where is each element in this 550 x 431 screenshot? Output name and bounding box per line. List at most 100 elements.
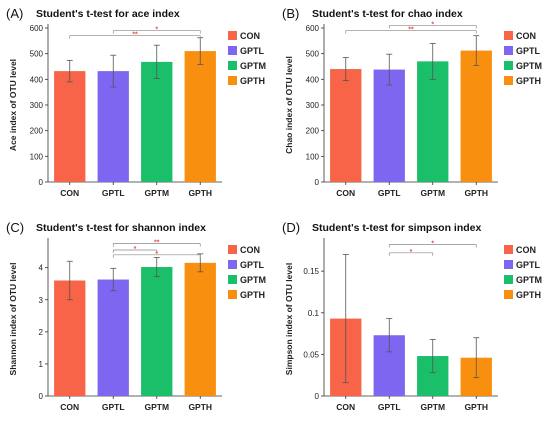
panel-label: (D) xyxy=(282,220,300,235)
legend-swatch-gpth xyxy=(504,290,513,299)
legend-label: CON xyxy=(240,245,260,255)
significance-bracket: * xyxy=(388,249,434,256)
y-axis-label: Chao index of OTU level xyxy=(284,56,294,154)
x-tick-label: GPTH xyxy=(464,188,488,198)
panel-label: (A) xyxy=(6,6,23,21)
significance-label: * xyxy=(410,249,413,256)
bar-gpth xyxy=(184,262,216,396)
bar-gptm xyxy=(141,61,173,182)
y-tick-label: 0.15 xyxy=(303,267,319,276)
significance-label: ** xyxy=(154,240,160,247)
chart-panel-3: (D) Student's t-test for simpson index Sim… xyxy=(282,220,542,412)
significance-bracket: ** xyxy=(345,27,477,34)
legend-swatch-con xyxy=(504,245,513,254)
y-tick-label: 600 xyxy=(306,24,320,33)
x-tick-label: GPTL xyxy=(102,402,125,412)
legend-label: CON xyxy=(240,31,260,41)
legend-label: GPTL xyxy=(516,46,541,56)
bar-gptm xyxy=(141,267,173,396)
legend-swatch-con xyxy=(228,245,237,254)
y-tick-label: 0 xyxy=(315,178,320,187)
x-tick-label: GPTH xyxy=(464,402,488,412)
x-tick-label: GPTL xyxy=(102,188,125,198)
legend-label: GPTL xyxy=(516,260,541,270)
y-tick-label: 200 xyxy=(30,127,44,136)
x-tick-label: GPTM xyxy=(420,188,445,198)
significance-bracket: * xyxy=(388,240,477,247)
legend-label: GPTM xyxy=(240,275,266,285)
bar-gpth xyxy=(460,50,492,182)
significance-bracket: ** xyxy=(69,32,201,39)
x-tick-label: GPTL xyxy=(378,188,401,198)
legend-swatch-gptl xyxy=(228,46,237,55)
legend-label: GPTH xyxy=(240,76,265,86)
x-tick-label: GPTM xyxy=(144,188,169,198)
bar-gptl xyxy=(97,279,129,396)
y-tick-label: 300 xyxy=(306,101,320,110)
y-tick-label: 100 xyxy=(30,152,44,161)
chart-title: Student's t-test for ace index xyxy=(36,8,180,20)
chart-panel-2: (C) Student's t-test for shannon index Sha… xyxy=(6,220,266,412)
chart-panel-0: (A) Student's t-test for ace index Ace ind… xyxy=(6,6,266,198)
x-tick-label: GPTM xyxy=(144,402,169,412)
legend-swatch-gptm xyxy=(504,61,513,70)
legend-label: GPTH xyxy=(240,290,265,300)
y-tick-label: 4 xyxy=(39,264,44,273)
significance-label: * xyxy=(431,21,434,28)
legend-label: GPTM xyxy=(240,61,266,71)
legend-swatch-gptm xyxy=(228,275,237,284)
y-tick-label: 0 xyxy=(315,392,320,401)
y-axis-label: Ace index of OTU level xyxy=(8,59,18,151)
legend-swatch-gptm xyxy=(228,61,237,70)
y-axis-label: Shannon index of OTU level xyxy=(8,263,18,376)
legend-swatch-gptl xyxy=(504,46,513,55)
bar-con xyxy=(54,71,86,182)
y-tick-label: 200 xyxy=(306,127,320,136)
y-tick-label: 400 xyxy=(30,75,44,84)
panel-label: (C) xyxy=(6,220,24,235)
x-tick-label: CON xyxy=(336,402,355,412)
y-tick-label: 2 xyxy=(39,328,44,337)
legend-label: CON xyxy=(516,245,536,255)
x-tick-label: GPTH xyxy=(188,402,212,412)
significance-bracket: * xyxy=(112,27,201,34)
y-axis-label: Simpson index of OTU level xyxy=(284,263,294,375)
y-tick-label: 0 xyxy=(39,178,44,187)
y-tick-label: 3 xyxy=(39,296,44,305)
significance-label: * xyxy=(155,251,158,258)
bar-con xyxy=(330,69,362,182)
bar-gptl xyxy=(373,69,405,182)
legend-label: GPTM xyxy=(516,61,542,71)
legend-swatch-gpth xyxy=(228,290,237,299)
significance-bracket: ** xyxy=(112,240,201,247)
chart-panel-1: (B) Student's t-test for chao index Chao i… xyxy=(282,6,542,198)
significance-label: ** xyxy=(132,32,138,39)
y-tick-label: 400 xyxy=(306,75,320,84)
x-tick-label: GPTL xyxy=(378,402,401,412)
legend-swatch-con xyxy=(504,31,513,40)
y-tick-label: 0.1 xyxy=(308,309,320,318)
legend-label: GPTH xyxy=(516,290,541,300)
chart-title: Student's t-test for simpson index xyxy=(312,222,482,234)
y-tick-label: 0 xyxy=(39,392,44,401)
legend-swatch-gptm xyxy=(504,275,513,284)
legend-label: GPTH xyxy=(516,76,541,86)
x-tick-label: CON xyxy=(336,188,355,198)
y-tick-label: 500 xyxy=(30,50,44,59)
legend-swatch-gpth xyxy=(504,76,513,85)
bar-gptm xyxy=(417,61,449,182)
significance-bracket: * xyxy=(112,251,201,258)
x-tick-label: GPTM xyxy=(420,402,445,412)
x-tick-label: CON xyxy=(60,188,79,198)
y-tick-label: 600 xyxy=(30,24,44,33)
chart-title: Student's t-test for shannon index xyxy=(36,222,206,234)
bar-gptl xyxy=(97,71,129,182)
legend-label: GPTL xyxy=(240,260,265,270)
significance-bracket: * xyxy=(388,21,477,29)
bar-gpth xyxy=(184,51,216,182)
legend-swatch-gptl xyxy=(228,260,237,269)
y-tick-label: 500 xyxy=(306,50,320,59)
legend-swatch-con xyxy=(228,31,237,40)
legend-swatch-gptl xyxy=(504,260,513,269)
significance-label: ** xyxy=(408,27,414,34)
